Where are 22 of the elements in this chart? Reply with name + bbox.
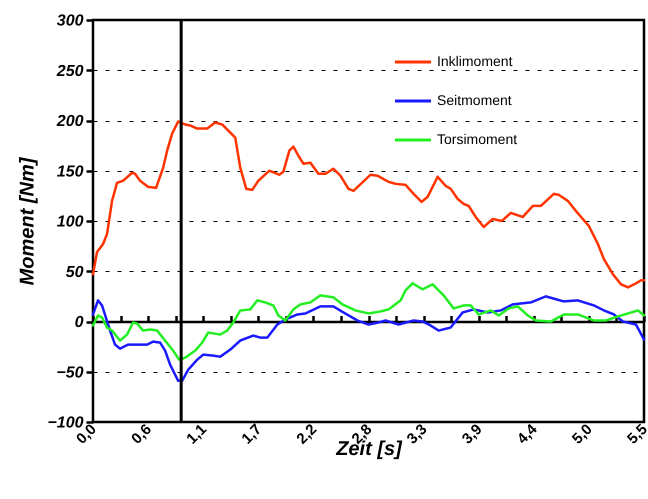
y-tick-label: −50	[56, 364, 84, 382]
x-tick-label: 5,0	[568, 420, 596, 448]
legend-label: Seitmoment	[437, 92, 512, 108]
x-tick-label: 5,5	[624, 420, 648, 448]
x-tick-label: 4,4	[514, 420, 542, 448]
y-tick-label: 250	[56, 62, 84, 80]
x-tick-label: 0,6	[128, 420, 155, 448]
y-tick-label: 100	[56, 214, 84, 230]
y-tick-label: 200	[56, 113, 84, 130]
x-tick-label: 3,9	[458, 420, 486, 448]
y-tick-label: 300	[56, 12, 84, 30]
y-axis-title: Moment [Nm]	[16, 156, 38, 286]
x-tick-label: 1,1	[183, 420, 210, 448]
x-tick-label: 2,2	[293, 420, 320, 448]
y-tick-label: 0	[74, 314, 84, 331]
y-tick-label: 50	[66, 264, 84, 281]
x-tick-label: 3,3	[404, 420, 430, 448]
y-tick-label: 150	[56, 163, 84, 180]
legend-label: Torsimoment	[437, 131, 518, 147]
line-series	[92, 120, 646, 289]
legend-label: Inklimoment	[437, 53, 513, 69]
x-tick-label: 1,7	[238, 420, 266, 448]
